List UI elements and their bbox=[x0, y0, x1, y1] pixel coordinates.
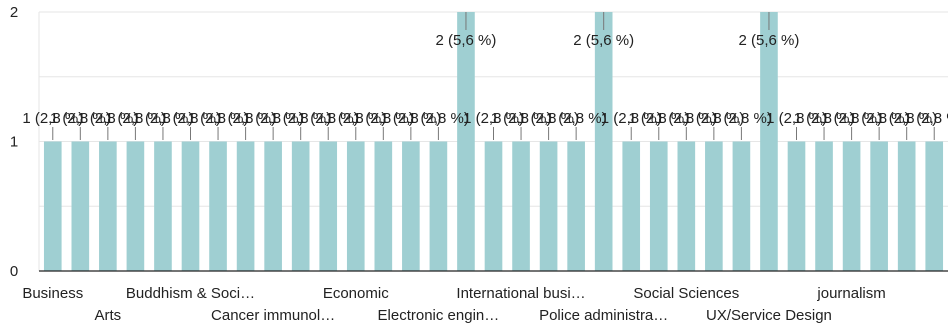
bar bbox=[209, 141, 227, 271]
data-label: 1 (2,8 %) bbox=[794, 110, 855, 127]
x-tick-label: Buddhism & Soci… bbox=[126, 285, 255, 302]
bar bbox=[539, 141, 558, 271]
data-label: 1 (2,8 %) bbox=[160, 110, 221, 127]
x-tick-label: International busi… bbox=[456, 285, 585, 302]
y-tick-label: 0 bbox=[10, 263, 18, 280]
data-label: 1 (2,8 %) bbox=[463, 110, 524, 127]
data-label: 1 (2,8 %) bbox=[50, 110, 111, 127]
bar bbox=[760, 12, 778, 271]
bar bbox=[181, 141, 200, 271]
data-label: 1 (2,8 %) bbox=[243, 110, 304, 127]
bar bbox=[925, 141, 944, 271]
data-label: 1 (2,8 %) bbox=[22, 110, 83, 127]
x-tick-label: Electronic engin… bbox=[378, 307, 500, 324]
bar bbox=[705, 141, 723, 271]
data-label: 1 (2,8 %) bbox=[491, 110, 552, 127]
bar bbox=[787, 141, 806, 271]
data-label: 1 (2,8 %) bbox=[325, 110, 386, 127]
y-tick-label: 1 bbox=[10, 134, 18, 151]
data-label: 1 (2,8 %) bbox=[77, 110, 138, 127]
x-tick-label: journalism bbox=[816, 285, 885, 302]
bar bbox=[897, 141, 916, 271]
data-label: 1 (2,8 %) bbox=[188, 110, 249, 127]
data-label: 1 (2,8 %) bbox=[380, 110, 441, 127]
x-tick-label: Social Sciences bbox=[633, 285, 739, 302]
bar bbox=[429, 141, 448, 271]
bar bbox=[236, 141, 255, 271]
x-tick-label: Business bbox=[22, 285, 83, 302]
bar bbox=[319, 141, 338, 271]
bar bbox=[484, 141, 503, 271]
data-label: 1 (2,8 %) bbox=[270, 110, 331, 127]
data-label: 1 (2,8 %) bbox=[215, 110, 276, 127]
bar bbox=[43, 141, 62, 271]
data-label: 1 (2,8 %) bbox=[904, 110, 948, 127]
bar bbox=[71, 141, 90, 271]
bar bbox=[567, 141, 585, 271]
bar bbox=[457, 12, 475, 271]
bar bbox=[154, 141, 172, 271]
data-label: 2 (5,6 %) bbox=[573, 32, 634, 49]
data-label: 1 (2,8 %) bbox=[876, 110, 937, 127]
bar bbox=[870, 141, 888, 271]
data-label: 1 (2,8 %) bbox=[628, 110, 689, 127]
data-label: 1 (2,8 %) bbox=[656, 110, 717, 127]
bar bbox=[512, 141, 530, 271]
data-label: 1 (2,8 %) bbox=[766, 110, 827, 127]
bar bbox=[264, 141, 282, 271]
x-tick-label: Arts bbox=[95, 307, 122, 324]
data-label: 1 (2,8 %) bbox=[133, 110, 194, 127]
bar bbox=[815, 141, 833, 271]
bar bbox=[402, 141, 420, 271]
bar bbox=[594, 12, 613, 271]
x-tick-label: Economic bbox=[323, 285, 389, 302]
data-label: 1 (2,8 %) bbox=[601, 110, 662, 127]
x-tick-label: Cancer immunol… bbox=[211, 307, 335, 324]
y-tick-label: 2 bbox=[10, 4, 18, 21]
data-label: 1 (2,8 %) bbox=[683, 110, 744, 127]
data-label: 1 (2,8 %) bbox=[711, 110, 772, 127]
data-label: 2 (5,6 %) bbox=[436, 32, 497, 49]
data-label: 1 (2,8 %) bbox=[518, 110, 579, 127]
bar bbox=[126, 141, 145, 271]
bar bbox=[374, 141, 393, 271]
bar bbox=[622, 141, 641, 271]
data-label: 1 (2,8 %) bbox=[298, 110, 359, 127]
data-label: 1 (2,8 %) bbox=[353, 110, 414, 127]
data-label: 1 (2,8 %) bbox=[546, 110, 607, 127]
bar bbox=[99, 141, 117, 271]
data-label: 2 (5,6 %) bbox=[739, 32, 800, 49]
data-label: 1 (2,8 %) bbox=[408, 110, 469, 127]
bar bbox=[291, 141, 310, 271]
x-tick-label: Police administra… bbox=[539, 307, 668, 324]
data-label: 1 (2,8 %) bbox=[105, 110, 166, 127]
x-tick-label: UX/Service Design bbox=[706, 307, 832, 324]
data-label: 1 (2,8 %) bbox=[821, 110, 882, 127]
bar bbox=[677, 141, 696, 271]
bar bbox=[649, 141, 668, 271]
bar bbox=[346, 141, 365, 271]
bar bbox=[732, 141, 751, 271]
data-label: 1 (2,8 %) bbox=[849, 110, 910, 127]
bar bbox=[842, 141, 861, 271]
